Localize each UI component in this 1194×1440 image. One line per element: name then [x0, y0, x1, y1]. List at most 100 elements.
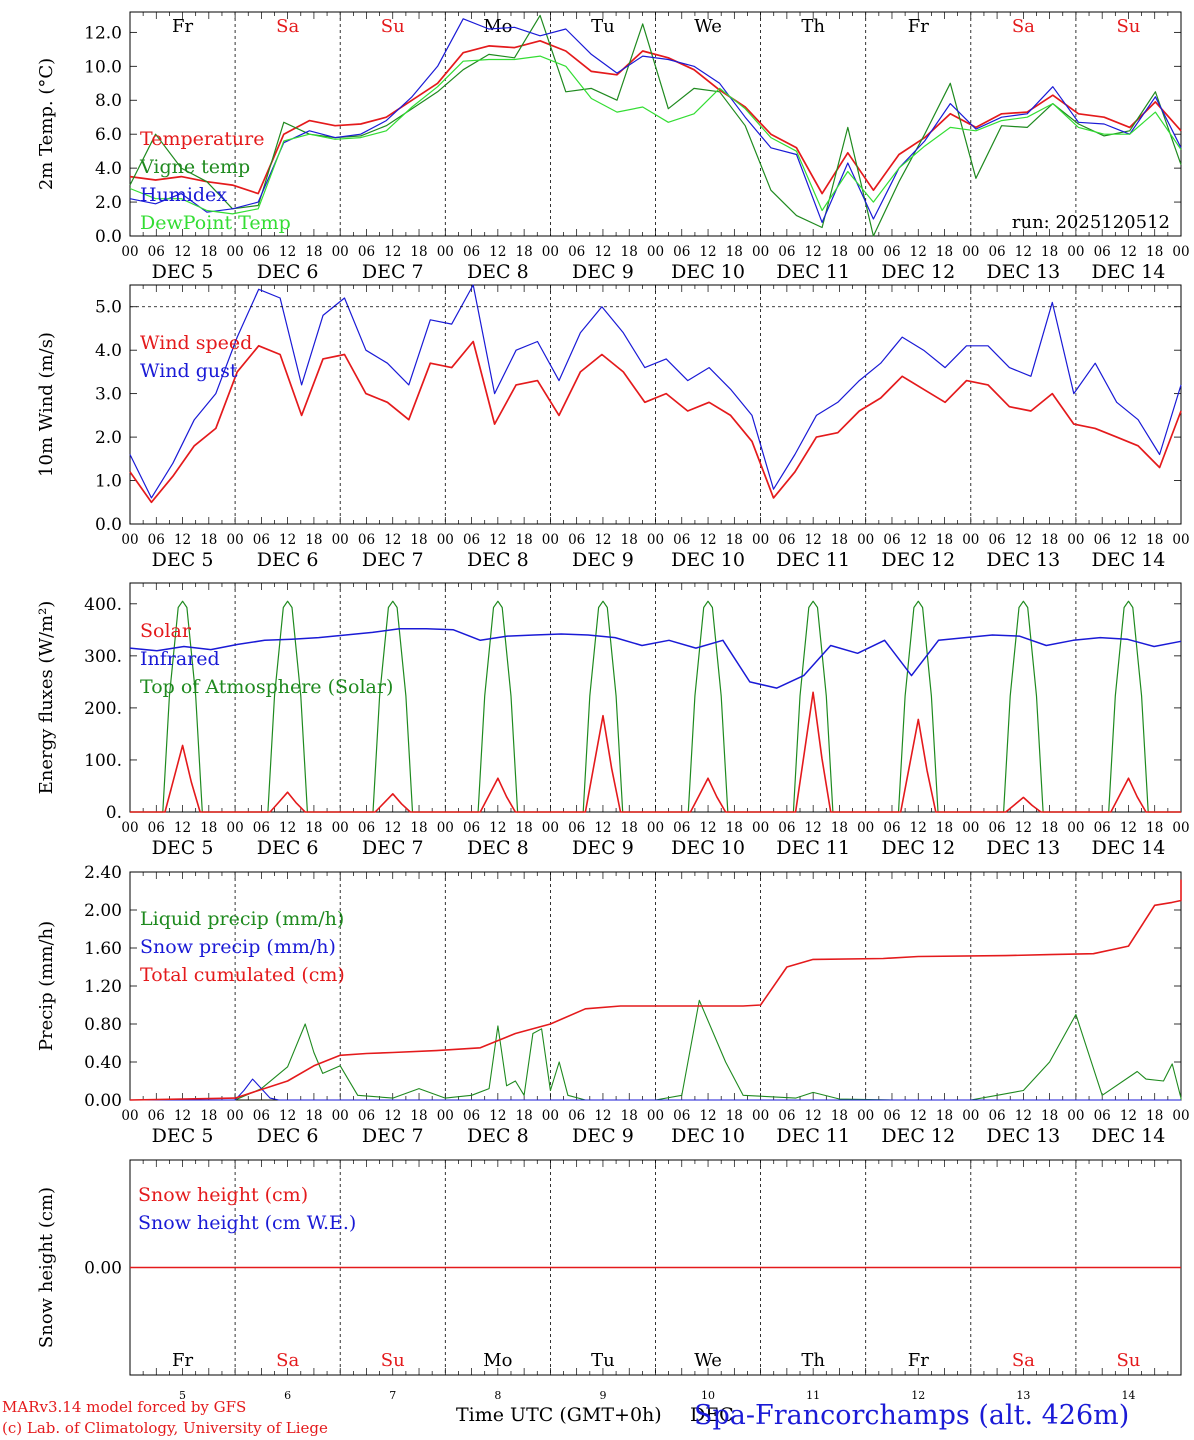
date-label: DEC 8: [467, 549, 529, 571]
day-number-label: 6: [284, 1389, 291, 1402]
hour-tick-label: 12: [174, 244, 191, 260]
hour-tick-label: 06: [463, 1108, 480, 1124]
hour-tick-label: 06: [673, 532, 690, 548]
date-label: DEC 6: [257, 549, 319, 571]
series-infrared: [129, 628, 1182, 689]
series-wind-gust: [129, 284, 1182, 499]
hour-tick-label: 18: [305, 244, 322, 260]
hour-tick-label: 12: [805, 244, 822, 260]
hour-tick-label: 00: [962, 532, 979, 548]
hour-tick-label: 00: [857, 1108, 874, 1124]
hour-tick-label: 12: [1120, 532, 1137, 548]
hour-tick-label: 18: [621, 244, 638, 260]
precip-y-axis-label: Precip (mm/h): [36, 921, 57, 1051]
date-label: DEC 8: [467, 261, 529, 283]
hour-tick-label: 12: [594, 244, 611, 260]
date-label: DEC 12: [881, 1125, 955, 1147]
hour-tick-label: 12: [910, 1108, 927, 1124]
day-number-label: 13: [1016, 1389, 1030, 1402]
date-label: DEC 12: [881, 549, 955, 571]
hour-tick-label: 12: [594, 1108, 611, 1124]
day-name-label: Th: [801, 1350, 825, 1371]
date-label: DEC 13: [986, 549, 1060, 571]
day-name-label: Tu: [591, 1350, 615, 1371]
hour-tick-label: 06: [253, 1108, 270, 1124]
date-label: DEC 9: [572, 549, 634, 571]
energy-y-tick-labels: 0. 100. 200. 300. 400.: [84, 595, 122, 823]
hour-tick-label: 00: [962, 1108, 979, 1124]
hour-tick-label: 18: [936, 1108, 953, 1124]
hour-tick-label: 00: [1172, 244, 1189, 260]
legend-snow-height-cm-: Snow height (cm): [138, 1184, 308, 1206]
temp-y-tick-label: 2.0: [95, 193, 122, 213]
day-number-label: 11: [806, 1389, 820, 1402]
hour-tick-label: 18: [410, 532, 427, 548]
legend-total-cumulated-cm-: Total cumulated (cm): [140, 964, 345, 986]
hour-tick-label: 06: [988, 1108, 1005, 1124]
legend-wind-gust: Wind gust: [140, 360, 238, 382]
run-label: run: 2025120512: [1012, 212, 1170, 233]
hour-tick-label: 00: [227, 820, 244, 836]
hour-tick-label: 00: [962, 244, 979, 260]
day-number-label: 14: [1121, 1389, 1135, 1402]
hour-tick-label: 06: [253, 820, 270, 836]
day-number-label: 7: [389, 1389, 396, 1402]
date-label: DEC 6: [257, 1125, 319, 1147]
day-name-label: Mo: [483, 1350, 512, 1371]
legend-top-of-atmosphere-solar-: Top of Atmosphere (Solar): [140, 676, 393, 698]
hour-tick-label: 00: [752, 244, 769, 260]
hour-tick-label: 06: [778, 1108, 795, 1124]
hour-tick-label: 06: [778, 244, 795, 260]
precip-y-tick-labels: 0.00 0.40 0.80 1.20 1.60 2.00 2.40: [84, 863, 122, 1111]
date-label: DEC 7: [362, 549, 424, 571]
energy-y-axis-label: Energy fluxes (W/m²): [36, 601, 57, 795]
hour-tick-label: 18: [1041, 244, 1058, 260]
hour-tick-label: 06: [148, 820, 165, 836]
hour-tick-label: 18: [831, 820, 848, 836]
hour-tick-label: 18: [621, 820, 638, 836]
date-label: DEC 14: [1092, 549, 1166, 571]
hour-tick-label: 06: [358, 532, 375, 548]
hour-tick-label: 06: [1094, 1108, 1111, 1124]
hour-tick-label: 18: [936, 532, 953, 548]
hour-tick-label: 00: [1067, 1108, 1084, 1124]
date-label: DEC 13: [986, 837, 1060, 859]
hour-tick-label: 00: [857, 244, 874, 260]
hour-tick-label: 12: [279, 244, 296, 260]
day-name-label: Fr: [172, 16, 193, 37]
x-axis-label-month: DEC: [690, 1404, 734, 1426]
hour-tick-label: 00: [1067, 820, 1084, 836]
hour-tick-label: 18: [516, 1108, 533, 1124]
hour-tick-label: 06: [358, 244, 375, 260]
hour-tick-label: 18: [305, 820, 322, 836]
day-name-label: Sa: [1012, 1350, 1035, 1371]
hour-tick-label: 18: [410, 1108, 427, 1124]
hour-tick-label: 18: [936, 820, 953, 836]
series-dewpoint-temp: [129, 55, 1182, 215]
legend-snow-precip-mm-h-: Snow precip (mm/h): [140, 936, 336, 958]
date-label: DEC 10: [671, 549, 745, 571]
series-wind-speed: [129, 340, 1182, 504]
hour-tick-label: 00: [962, 820, 979, 836]
hour-tick-label: 06: [1094, 820, 1111, 836]
hour-tick-label: 12: [699, 244, 716, 260]
snow-y-tick-label: 0.00: [84, 1259, 122, 1279]
hour-tick-label: 18: [1041, 820, 1058, 836]
legend-vigne-temp: Vigne temp: [139, 156, 250, 178]
hour-tick-label: 12: [384, 532, 401, 548]
hour-tick-label: 06: [1094, 532, 1111, 548]
hour-tick-label: 06: [568, 820, 585, 836]
day-name-label: We: [694, 1350, 722, 1371]
precip-y-tick-label: 2.40: [84, 863, 122, 883]
temp-y-tick-label: 12.0: [84, 23, 122, 43]
date-label: DEC 10: [671, 261, 745, 283]
hour-tick-label: 06: [358, 1108, 375, 1124]
hour-tick-label: 00: [121, 532, 138, 548]
date-label: DEC 7: [362, 261, 424, 283]
snow-panel: 0.00 Snow height (cm) Fr Sa Su Mo Tu We Th Fr Sa Su…: [36, 1159, 1182, 1402]
hour-tick-label: 12: [1015, 820, 1032, 836]
hour-tick-label: 00: [332, 244, 349, 260]
date-label: DEC 9: [572, 261, 634, 283]
hour-tick-label: 12: [699, 820, 716, 836]
